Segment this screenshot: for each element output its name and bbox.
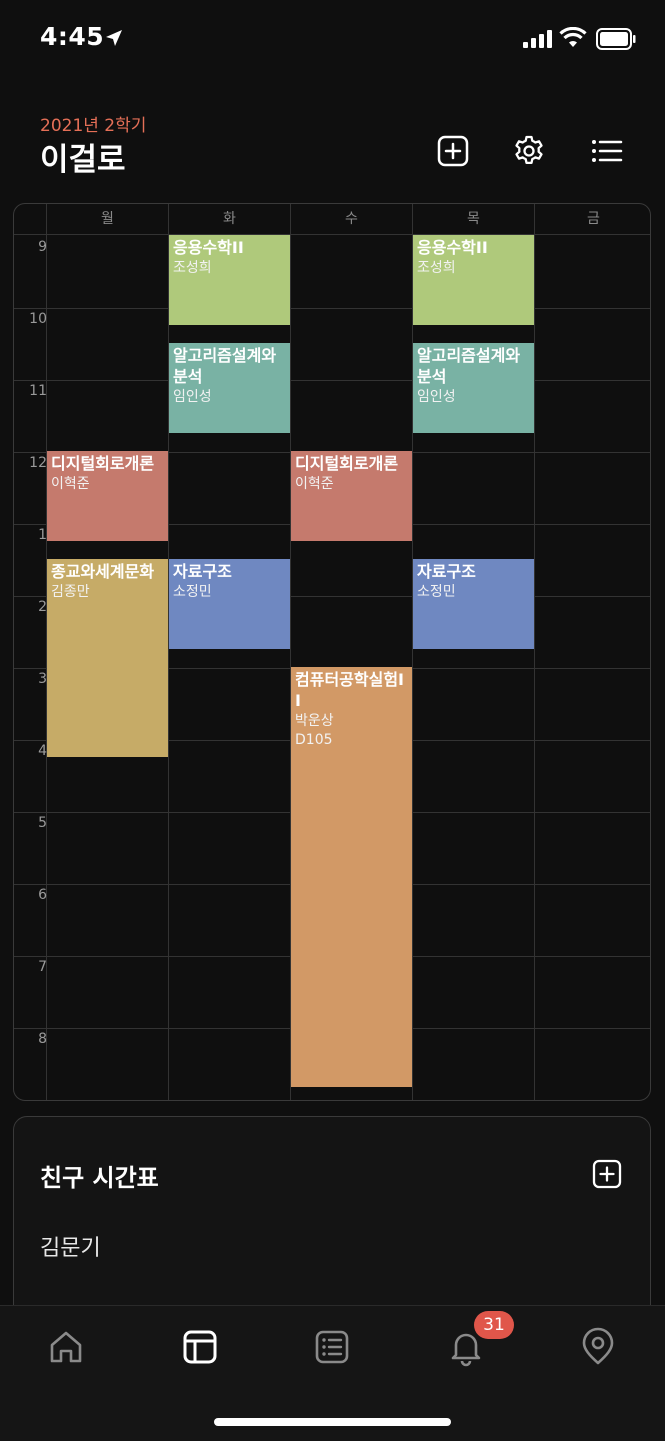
course-professor: 소정민 xyxy=(417,584,456,600)
add-friend-icon[interactable] xyxy=(592,1159,622,1189)
day-header-wed: 수 xyxy=(345,211,358,227)
add-icon[interactable] xyxy=(436,134,470,168)
timetable-icon[interactable] xyxy=(180,1327,220,1367)
course-name: 종교와세계문화 xyxy=(51,562,155,581)
grid-divider xyxy=(46,204,47,1100)
notification-badge: 31 xyxy=(474,1311,514,1339)
course-block[interactable]: 컴퓨터공학실험II 박운상 D105 xyxy=(291,667,412,1087)
course-professor: 임인성 xyxy=(417,389,456,405)
hour-label: 10 xyxy=(29,311,47,327)
grid-divider xyxy=(290,204,291,1100)
grid-divider xyxy=(14,234,650,235)
hour-label: 11 xyxy=(29,383,47,399)
hour-label: 5 xyxy=(38,815,47,831)
list-icon[interactable] xyxy=(589,134,623,168)
grid-divider xyxy=(14,308,650,309)
hour-label: 9 xyxy=(38,239,47,255)
course-name: 알고리즘설계와분석 xyxy=(173,346,277,386)
bell-icon[interactable] xyxy=(446,1327,486,1367)
semester-label[interactable]: 2021년 2학기 xyxy=(40,116,147,136)
friends-title: 친구 시간표 xyxy=(40,1164,159,1192)
hour-label: 1 xyxy=(38,527,47,543)
campus-pin-icon[interactable] xyxy=(578,1327,618,1367)
course-professor: 박운상 xyxy=(295,713,334,729)
hour-label: 7 xyxy=(38,959,47,975)
day-header-fri: 금 xyxy=(587,211,600,227)
gear-icon[interactable] xyxy=(512,134,546,168)
home-icon[interactable] xyxy=(46,1327,86,1367)
battery-icon xyxy=(596,28,636,50)
location-arrow-icon xyxy=(106,30,122,46)
day-header-tue: 화 xyxy=(223,211,236,227)
grid-divider xyxy=(412,204,413,1100)
home-indicator xyxy=(214,1418,451,1426)
course-name: 응용수학II xyxy=(173,238,244,257)
grid-divider xyxy=(534,204,535,1100)
grid-divider xyxy=(14,380,650,381)
day-header-mon: 월 xyxy=(101,211,114,227)
course-name: 자료구조 xyxy=(173,562,232,581)
course-name: 알고리즘설계와분석 xyxy=(417,346,521,386)
course-professor: 김종만 xyxy=(51,584,90,600)
hour-label: 3 xyxy=(38,671,47,687)
timetable-title[interactable]: 이걸로 xyxy=(40,142,126,178)
course-professor: 조성희 xyxy=(417,260,456,276)
course-professor: 이혁준 xyxy=(51,476,90,492)
list-board-icon[interactable] xyxy=(312,1327,352,1367)
course-name: 컴퓨터공학실험II xyxy=(295,670,404,710)
friend-item[interactable]: 김문기 xyxy=(40,1236,101,1261)
hour-label: 12 xyxy=(29,455,47,471)
hour-label: 6 xyxy=(38,887,47,903)
course-professor: 조성희 xyxy=(173,260,212,276)
course-name: 응용수학II xyxy=(417,238,488,257)
grid-divider xyxy=(168,204,169,1100)
status-bar: 4:45 xyxy=(0,0,665,80)
hour-label: 2 xyxy=(38,599,47,615)
cellular-signal-icon xyxy=(523,30,552,48)
course-name: 디지털회로개론 xyxy=(295,454,399,473)
course-name: 자료구조 xyxy=(417,562,476,581)
wifi-icon xyxy=(559,27,587,47)
grid-divider xyxy=(14,596,650,597)
hour-label: 4 xyxy=(38,743,47,759)
timetable-grid: 월 화 수 목 금 9 10 11 12 1 2 3 4 5 6 7 8 응용수… xyxy=(13,203,651,1101)
course-room: D105 xyxy=(295,732,333,748)
course-block[interactable]: 응용수학II 조성희 xyxy=(169,235,290,325)
hour-label: 8 xyxy=(38,1031,47,1047)
course-name: 디지털회로개론 xyxy=(51,454,155,473)
course-professor: 소정민 xyxy=(173,584,212,600)
status-time: 4:45 xyxy=(40,22,105,51)
course-professor: 이혁준 xyxy=(295,476,334,492)
day-header-thu: 목 xyxy=(467,211,480,227)
course-block[interactable]: 응용수학II 조성희 xyxy=(413,235,534,325)
course-professor: 임인성 xyxy=(173,389,212,405)
